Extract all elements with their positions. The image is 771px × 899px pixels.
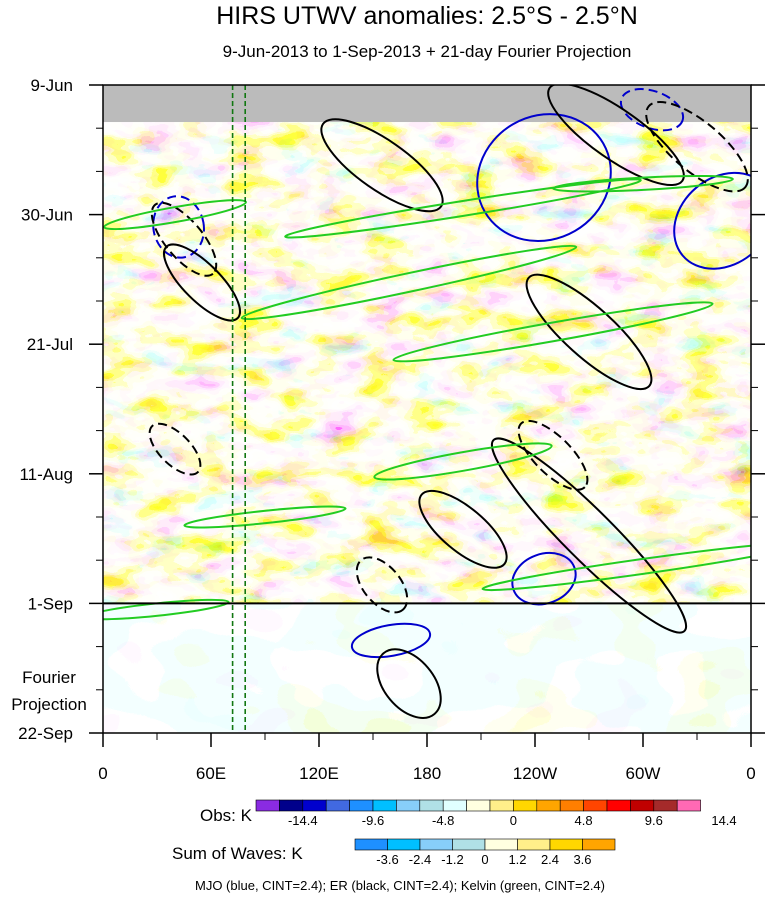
x-tick-label: 120E bbox=[299, 764, 339, 783]
obsbar-level-label: -9.6 bbox=[362, 813, 384, 828]
missing-data-band bbox=[103, 85, 751, 123]
mjo-contour-2 bbox=[673, 171, 751, 270]
obsbar-swatch bbox=[372, 799, 397, 812]
kelvin-contour-4 bbox=[183, 505, 347, 529]
obsbar-swatch bbox=[325, 799, 350, 812]
obsbar-swatch bbox=[279, 799, 304, 812]
kelvin-contour-0 bbox=[240, 244, 578, 321]
wavebar-level-label: 3.6 bbox=[573, 852, 591, 867]
er-contour-8 bbox=[645, 101, 749, 193]
er-contour-1 bbox=[547, 85, 685, 187]
wavebar-swatch bbox=[549, 838, 583, 851]
x-tick-label: 60W bbox=[626, 764, 661, 783]
obsbar-swatch bbox=[676, 799, 701, 812]
y-tick-label: 21-Jul bbox=[27, 335, 73, 354]
obsbar-swatch bbox=[255, 799, 280, 812]
obsbar-swatch bbox=[489, 799, 514, 812]
er-contour-0 bbox=[320, 118, 444, 213]
x-tick-label: 0 bbox=[746, 764, 755, 783]
obsbar-level-label: 0 bbox=[510, 813, 517, 828]
kelvin-contour-1 bbox=[392, 301, 714, 363]
obsbar-swatch bbox=[653, 799, 678, 812]
wavebar-swatch bbox=[354, 838, 388, 851]
y-tick-label: 9-Jun bbox=[30, 76, 73, 95]
obsbar-swatch bbox=[559, 799, 584, 812]
wavebar-swatch bbox=[419, 838, 453, 851]
obs-anomaly-field bbox=[103, 85, 751, 603]
obsbar-level-label: 9.6 bbox=[645, 813, 663, 828]
y-tick-label: 22-Sep bbox=[18, 724, 73, 743]
forecast-label-line2: Projection bbox=[11, 695, 87, 714]
obsbar-swatch bbox=[466, 799, 491, 812]
plot-area bbox=[103, 85, 751, 733]
kelvin-contour-5 bbox=[373, 442, 553, 481]
kelvin-contour-2 bbox=[284, 178, 642, 239]
wavebar-level-label: -2.4 bbox=[409, 852, 431, 867]
wavebar-level-label: 1.2 bbox=[508, 852, 526, 867]
chart-title: HIRS UTWV anomalies: 2.5°S - 2.5°N bbox=[216, 2, 638, 30]
wavebar-level-label: -1.2 bbox=[441, 852, 463, 867]
wavebar-swatch bbox=[452, 838, 486, 851]
obsbar-swatch bbox=[630, 799, 655, 812]
er-contour-11 bbox=[148, 422, 202, 476]
x-tick-label: 180 bbox=[413, 764, 441, 783]
obs-colorbar-label: Obs: K bbox=[200, 806, 253, 825]
wave-contours bbox=[103, 85, 751, 719]
mjo-contour-5 bbox=[350, 622, 432, 659]
obsbar-swatch bbox=[442, 799, 467, 812]
y-tick-label: 1-Sep bbox=[28, 594, 73, 613]
wavebar-swatch bbox=[517, 838, 551, 851]
obsbar-level-label: 4.8 bbox=[575, 813, 593, 828]
obsbar-level-label: -4.8 bbox=[432, 813, 454, 828]
obsbar-swatch bbox=[513, 799, 538, 812]
obsbar-level-label: -14.4 bbox=[288, 813, 318, 828]
obsbar-level-label: 14.4 bbox=[711, 813, 736, 828]
obs-colorbar: -14.4 -9.6 -4.8 0 4.8 9.6 14.4 bbox=[255, 799, 737, 828]
obsbar-swatch bbox=[419, 799, 444, 812]
obsbar-swatch bbox=[583, 799, 608, 812]
y-tick-label: 11-Aug bbox=[19, 465, 73, 484]
obsbar-swatch bbox=[536, 799, 561, 812]
obsbar-swatch bbox=[396, 799, 421, 812]
er-contour-6 bbox=[376, 648, 442, 719]
wavebar-swatch bbox=[387, 838, 421, 851]
kelvin-contour-6 bbox=[103, 199, 247, 231]
chart-subtitle: 9-Jun-2013 to 1-Sep-2013 + 21-day Fourie… bbox=[223, 42, 632, 61]
er-contour-2 bbox=[490, 437, 688, 634]
y-axis: 9-Jun 30-Jun 21-Jul 11-Aug 1-Sep 22-Sep bbox=[18, 76, 765, 743]
er-contour-10 bbox=[355, 556, 409, 614]
er-contour-3 bbox=[418, 489, 508, 569]
vertical-guides bbox=[231, 85, 246, 733]
kelvin-contour-3 bbox=[481, 541, 751, 592]
contour-legend: MJO (blue, CINT=2.4); ER (black, CINT=2.… bbox=[195, 878, 605, 893]
x-tick-label: 60E bbox=[196, 764, 226, 783]
er-contour-7 bbox=[150, 201, 218, 277]
kelvin-contour-8 bbox=[552, 174, 734, 193]
obsbar-swatch bbox=[349, 799, 374, 812]
forecast-label-line1: Fourier bbox=[22, 668, 76, 687]
mjo-contour-4 bbox=[619, 88, 685, 132]
x-axis: 0 60E 120E 180 120W 60W 0 bbox=[98, 733, 756, 783]
mjo-contour-0 bbox=[152, 195, 205, 259]
wave-colorbar-label: Sum of Waves: K bbox=[172, 844, 303, 863]
x-tick-label: 120W bbox=[513, 764, 557, 783]
wavebar-level-label: 0 bbox=[481, 852, 488, 867]
wavebar-level-label: 2.4 bbox=[541, 852, 559, 867]
y-tick-label: 30-Jun bbox=[21, 206, 73, 225]
wavebar-swatch bbox=[484, 838, 518, 851]
wavebar-level-label: -3.6 bbox=[376, 852, 398, 867]
wave-colorbar: -3.6 -2.4 -1.2 0 1.2 2.4 3.6 bbox=[354, 838, 616, 867]
obsbar-swatch bbox=[606, 799, 631, 812]
x-tick-label: 0 bbox=[98, 764, 107, 783]
wavebar-swatch bbox=[582, 838, 616, 851]
obsbar-swatch bbox=[302, 799, 327, 812]
